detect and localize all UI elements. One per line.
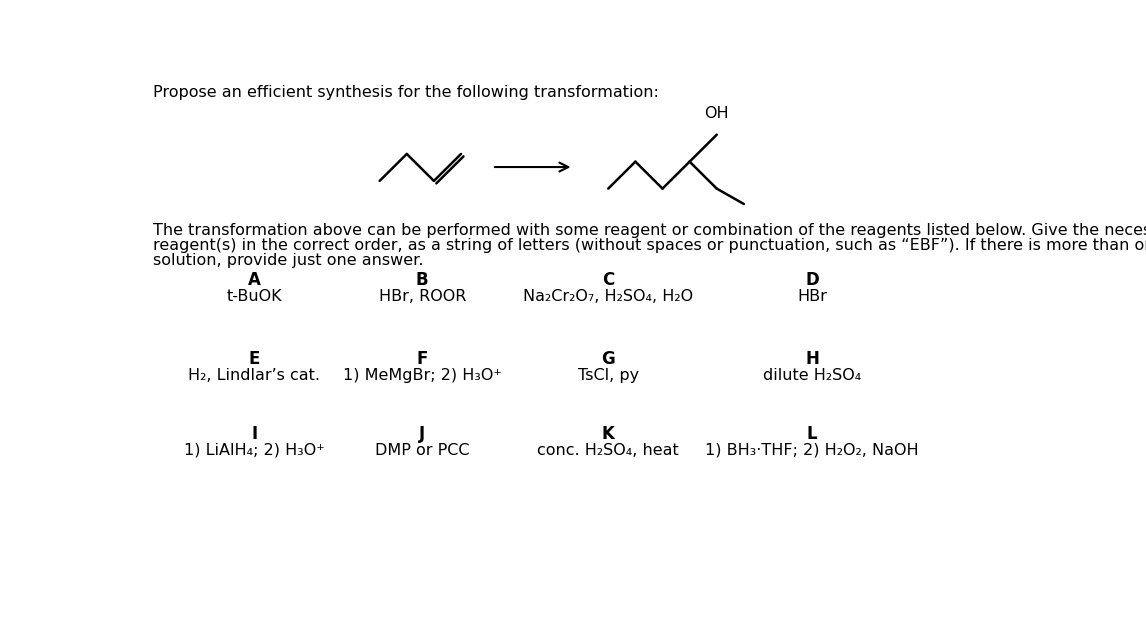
- Text: F: F: [416, 350, 427, 368]
- Text: B: B: [416, 271, 429, 289]
- Text: OH: OH: [705, 106, 729, 121]
- Text: dilute H₂SO₄: dilute H₂SO₄: [763, 368, 861, 383]
- Text: L: L: [807, 425, 817, 443]
- Text: Na₂Cr₂O₇, H₂SO₄, H₂O: Na₂Cr₂O₇, H₂SO₄, H₂O: [524, 289, 693, 304]
- Text: D: D: [806, 271, 819, 289]
- Text: Propose an efficient synthesis for the following transformation:: Propose an efficient synthesis for the f…: [152, 85, 659, 100]
- Text: The transformation above can be performed with some reagent or combination of th: The transformation above can be performe…: [152, 223, 1146, 238]
- Text: J: J: [419, 425, 425, 443]
- Text: C: C: [602, 271, 614, 289]
- Text: reagent(s) in the correct order, as a string of letters (without spaces or punct: reagent(s) in the correct order, as a st…: [152, 238, 1146, 253]
- Text: H: H: [806, 350, 819, 368]
- Text: A: A: [248, 271, 260, 289]
- Text: 1) LiAlH₄; 2) H₃O⁺: 1) LiAlH₄; 2) H₃O⁺: [183, 443, 324, 458]
- Text: HBr, ROOR: HBr, ROOR: [378, 289, 466, 304]
- Text: TsCl, py: TsCl, py: [578, 368, 638, 383]
- Text: HBr: HBr: [798, 289, 827, 304]
- Text: K: K: [602, 425, 614, 443]
- Text: E: E: [249, 350, 260, 368]
- Text: G: G: [602, 350, 615, 368]
- Text: DMP or PCC: DMP or PCC: [375, 443, 470, 458]
- Text: I: I: [251, 425, 257, 443]
- Text: H₂, Lindlar’s cat.: H₂, Lindlar’s cat.: [188, 368, 320, 383]
- Text: t-BuOK: t-BuOK: [226, 289, 282, 304]
- Text: conc. H₂SO₄, heat: conc. H₂SO₄, heat: [537, 443, 680, 458]
- Text: 1) MeMgBr; 2) H₃O⁺: 1) MeMgBr; 2) H₃O⁺: [343, 368, 502, 383]
- Text: 1) BH₃·THF; 2) H₂O₂, NaOH: 1) BH₃·THF; 2) H₂O₂, NaOH: [705, 443, 919, 458]
- Text: solution, provide just one answer.: solution, provide just one answer.: [152, 253, 423, 267]
